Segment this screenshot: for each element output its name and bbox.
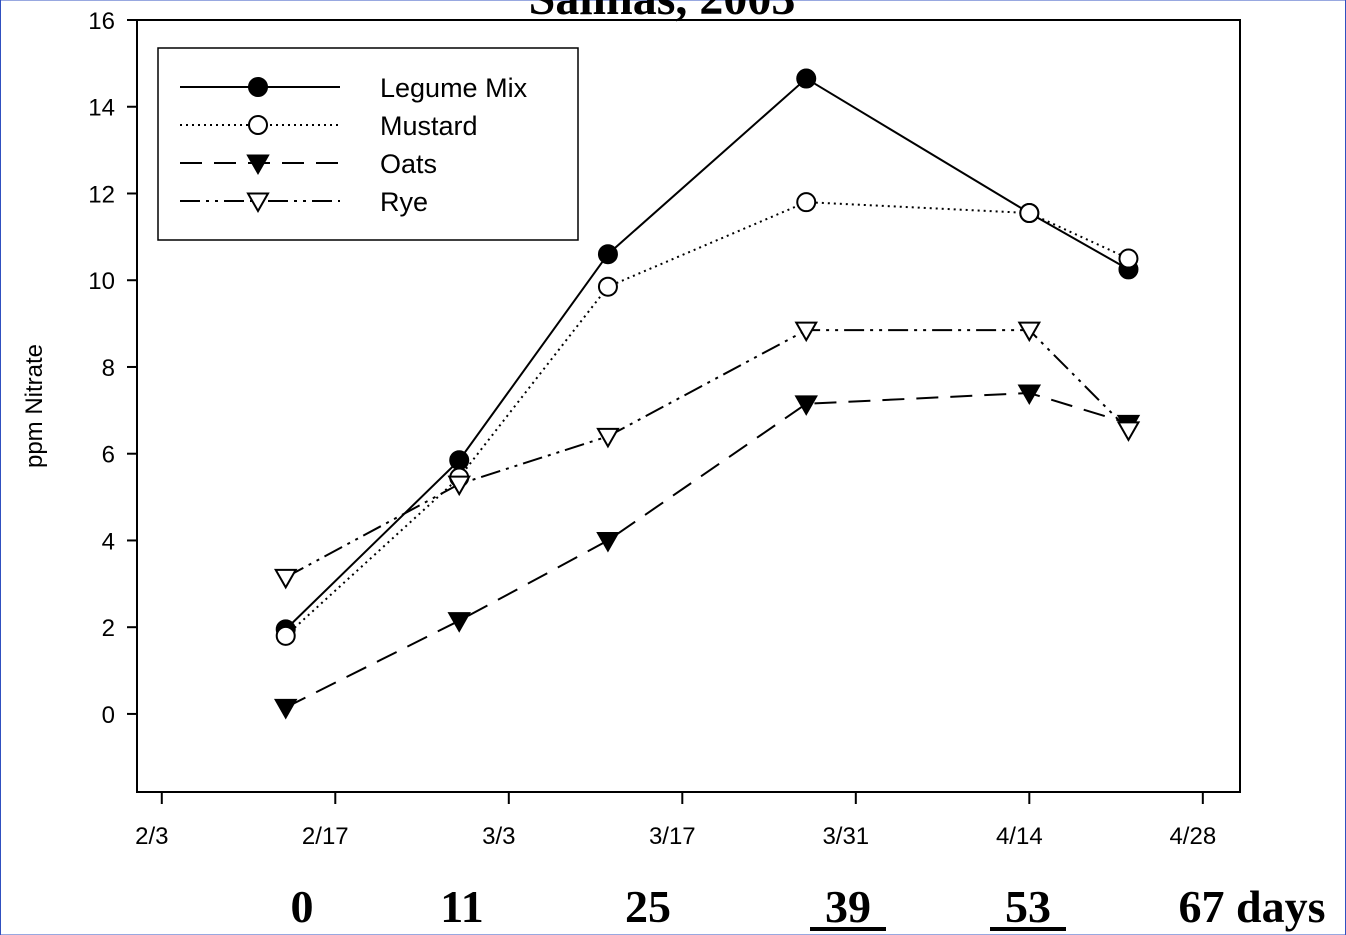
legend-marker xyxy=(248,115,268,135)
day-label: 67 days xyxy=(1179,881,1326,932)
marker xyxy=(447,612,471,633)
legend-marker xyxy=(246,192,270,214)
marker xyxy=(794,395,818,416)
legend-label: Oats xyxy=(380,149,437,179)
marker xyxy=(273,568,298,590)
y-tick-label: 0 xyxy=(102,702,115,729)
x-tick-label: 4/14 xyxy=(996,823,1043,850)
marker xyxy=(1118,248,1139,269)
marker xyxy=(597,244,618,265)
x-tick-label: 3/3 xyxy=(482,823,515,850)
y-tick-label: 6 xyxy=(102,442,115,469)
y-tick-label: 4 xyxy=(102,528,115,555)
marker xyxy=(1019,203,1040,223)
marker xyxy=(596,427,620,449)
legend-label: Legume Mix xyxy=(380,73,528,103)
day-label: 39 xyxy=(825,881,871,932)
day-label: 11 xyxy=(440,881,483,932)
legend-marker xyxy=(248,77,268,97)
x-tick-label: 4/28 xyxy=(1169,823,1216,850)
chart-title: Salinas, 2003 xyxy=(529,0,796,25)
x-tick-label: 2/3 xyxy=(135,823,168,850)
marker xyxy=(449,450,470,471)
y-tick-label: 2 xyxy=(102,615,115,642)
y-tick-label: 8 xyxy=(102,355,115,382)
plot-frame xyxy=(136,19,1241,793)
marker xyxy=(1017,321,1042,343)
marker xyxy=(597,276,618,297)
legend-label: Rye xyxy=(380,187,428,217)
y-tick-label: 12 xyxy=(88,181,115,208)
marker xyxy=(273,698,298,720)
marker xyxy=(596,531,620,553)
day-label: 53 xyxy=(1005,881,1051,932)
day-label: 25 xyxy=(625,881,671,932)
marker xyxy=(794,321,818,343)
marker xyxy=(447,475,471,497)
y-tick-label: 14 xyxy=(88,95,115,122)
marker xyxy=(275,625,296,646)
marker xyxy=(796,192,817,213)
marker xyxy=(796,68,817,89)
legend-label: Mustard xyxy=(380,111,478,141)
series-line xyxy=(285,391,1129,709)
series-line xyxy=(285,77,1129,631)
x-tick-label: 3/31 xyxy=(822,823,869,850)
y-axis-label: ppm Nitrate xyxy=(21,344,48,468)
x-tick-label: 3/17 xyxy=(649,823,696,850)
y-tick-label: 10 xyxy=(88,268,115,295)
marker xyxy=(1116,421,1141,442)
legend-marker xyxy=(246,154,270,176)
legend-box xyxy=(157,47,579,241)
day-label: 0 xyxy=(291,881,314,932)
y-tick-label: 16 xyxy=(88,8,115,35)
marker xyxy=(1017,384,1042,406)
x-tick-label: 2/17 xyxy=(302,823,349,850)
